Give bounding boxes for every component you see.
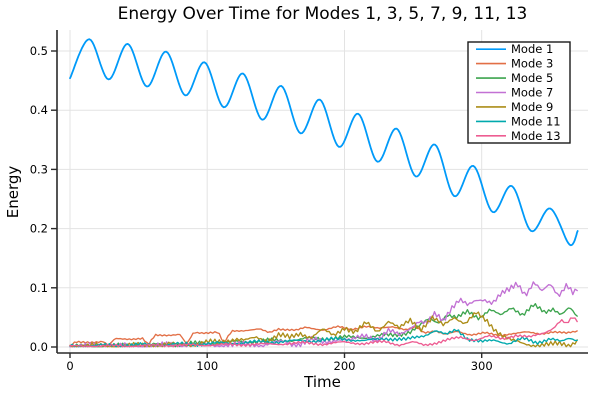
y-tick-label: 0.1	[30, 281, 48, 295]
chart-title: Energy Over Time for Modes 1, 3, 5, 7, 9…	[117, 4, 528, 24]
y-tick-label: 0.0	[30, 340, 48, 354]
x-axis-label: Time	[304, 373, 341, 391]
legend-label: Mode 7	[511, 86, 553, 100]
x-tick-label: 300	[471, 359, 493, 373]
y-tick-label: 0.5	[30, 44, 48, 58]
series-line-mode-13	[69, 317, 578, 348]
y-tick-label: 0.3	[30, 162, 48, 176]
y-axis-label: Energy	[4, 165, 22, 219]
legend-item: Mode 1	[476, 42, 553, 56]
y-tick-label: 0.4	[30, 103, 48, 117]
x-tick-label: 0	[66, 359, 73, 373]
legend-item: Mode 9	[476, 100, 553, 114]
legend-label: Mode 11	[511, 114, 561, 128]
x-tick-label: 200	[334, 359, 356, 373]
series-line-mode-1	[69, 38, 579, 247]
x-tick-label: 100	[196, 359, 218, 373]
legend-label: Mode 9	[511, 100, 553, 114]
legend-item: Mode 5	[476, 71, 553, 85]
legend-label: Mode 5	[511, 71, 553, 85]
legend-label: Mode 13	[511, 129, 561, 143]
legend-item: Mode 13	[476, 129, 561, 143]
legend-item: Mode 7	[476, 86, 553, 100]
legend-item: Mode 3	[476, 57, 553, 71]
legend-label: Mode 1	[511, 42, 553, 56]
series-line-mode-3	[69, 325, 578, 347]
legend-item: Mode 11	[476, 114, 561, 128]
y-tick-label: 0.2	[30, 222, 48, 236]
legend-label: Mode 3	[511, 57, 553, 71]
